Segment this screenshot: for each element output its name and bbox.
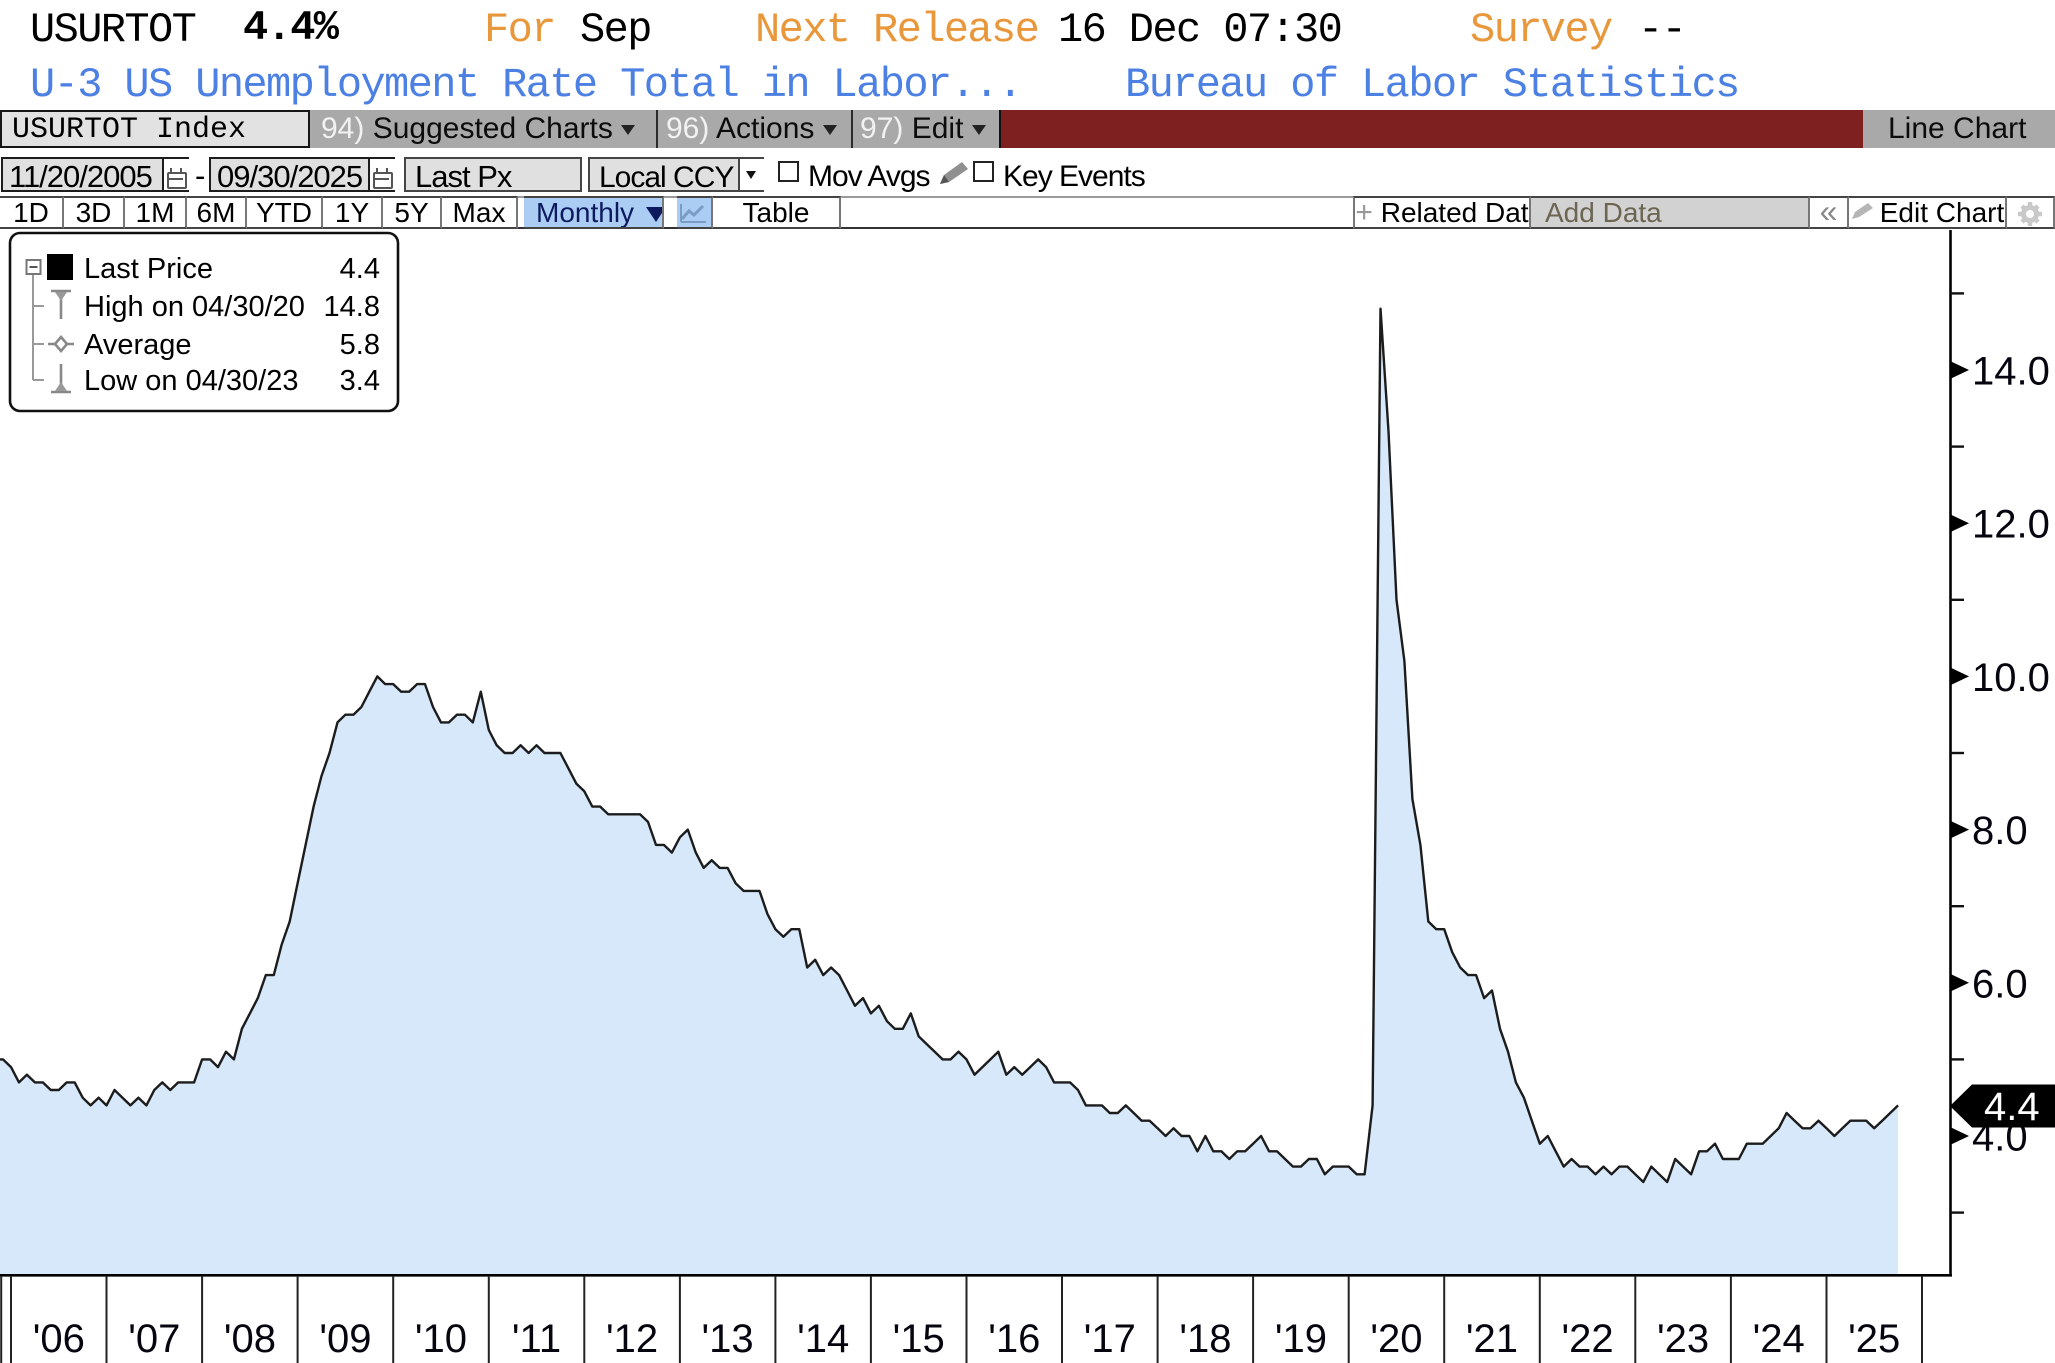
svg-text:Average: Average (84, 329, 192, 361)
svg-text:'19: '19 (1275, 1317, 1327, 1361)
svg-text:Last Price: Last Price (84, 253, 213, 285)
svg-text:12.0: 12.0 (1972, 503, 2050, 547)
svg-text:'20: '20 (1370, 1317, 1422, 1361)
svg-text:'25: '25 (1848, 1317, 1900, 1361)
svg-text:14.0: 14.0 (1972, 350, 2050, 394)
svg-text:'11: '11 (512, 1317, 561, 1361)
svg-text:'22: '22 (1562, 1317, 1614, 1361)
svg-text:'18: '18 (1179, 1317, 1231, 1361)
svg-text:'06: '06 (33, 1317, 85, 1361)
svg-text:'23: '23 (1657, 1317, 1709, 1361)
svg-text:4.4: 4.4 (1984, 1085, 2040, 1129)
svg-text:'09: '09 (319, 1317, 371, 1361)
svg-text:'08: '08 (224, 1317, 276, 1361)
svg-text:14.8: 14.8 (324, 291, 380, 323)
svg-text:'10: '10 (415, 1317, 467, 1361)
svg-text:10.0: 10.0 (1972, 656, 2050, 700)
svg-text:5.8: 5.8 (340, 329, 380, 361)
svg-text:'15: '15 (893, 1317, 945, 1361)
svg-text:'24: '24 (1753, 1317, 1805, 1361)
svg-text:3.4: 3.4 (340, 365, 380, 397)
svg-text:8.0: 8.0 (1972, 809, 2028, 853)
svg-text:'07: '07 (128, 1317, 180, 1361)
svg-text:6.0: 6.0 (1972, 962, 2028, 1006)
svg-text:'13: '13 (702, 1317, 754, 1361)
svg-text:'17: '17 (1084, 1317, 1136, 1361)
svg-text:Low on 04/30/23: Low on 04/30/23 (84, 365, 298, 397)
svg-text:4.4: 4.4 (340, 253, 380, 285)
svg-text:'21: '21 (1466, 1317, 1518, 1361)
svg-text:'14: '14 (797, 1317, 849, 1361)
svg-text:'16: '16 (988, 1317, 1040, 1361)
svg-text:High on 04/30/20: High on 04/30/20 (84, 291, 305, 323)
svg-text:'12: '12 (606, 1317, 658, 1361)
